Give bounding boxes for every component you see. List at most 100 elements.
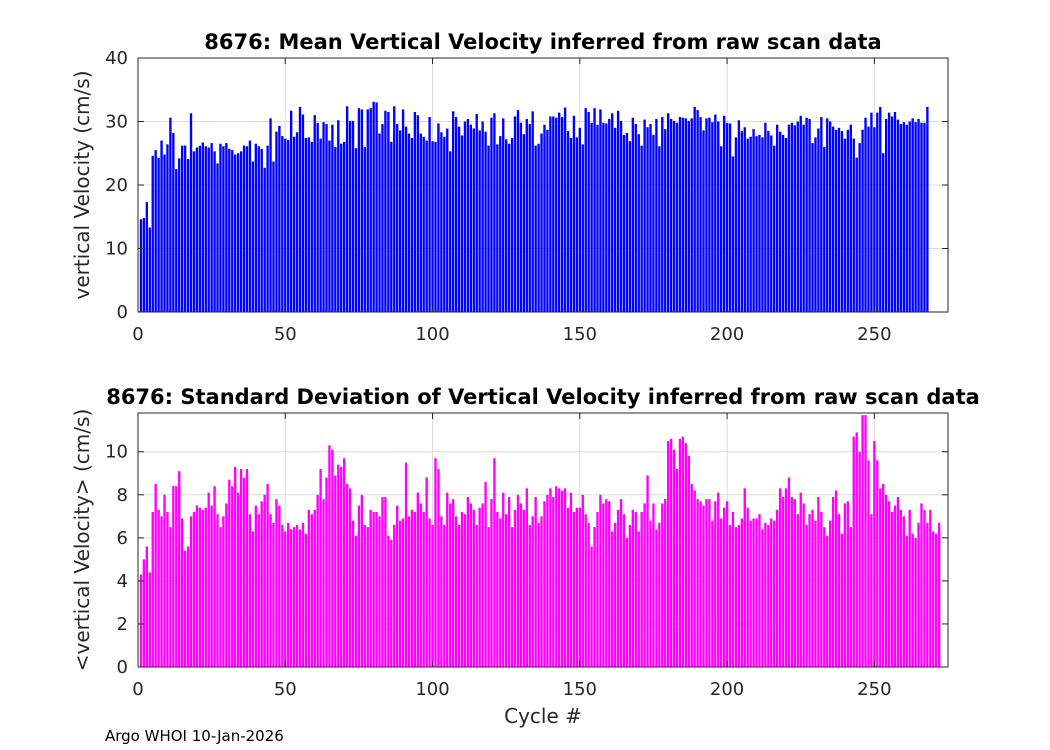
y-tick-label: 4	[117, 571, 128, 592]
x-tick-label: 150	[563, 324, 597, 345]
bar	[378, 133, 381, 312]
bar	[502, 492, 505, 667]
bar	[731, 512, 735, 667]
bar	[278, 125, 281, 312]
bar	[425, 477, 428, 667]
bar	[351, 520, 355, 667]
bar	[440, 516, 443, 667]
bar	[811, 143, 814, 312]
bar	[490, 117, 493, 312]
bar	[811, 509, 814, 667]
bar	[826, 535, 829, 667]
bar	[269, 514, 272, 667]
bar	[363, 146, 366, 312]
bar	[151, 512, 154, 667]
bar	[773, 520, 776, 667]
bar	[758, 134, 761, 312]
bar	[584, 514, 587, 667]
bar	[837, 514, 841, 667]
bar	[572, 115, 576, 312]
bar	[307, 137, 311, 313]
bar	[166, 144, 169, 312]
bar	[823, 146, 826, 312]
bar	[225, 143, 228, 312]
bar	[790, 122, 794, 313]
bar	[534, 145, 537, 312]
bar	[475, 113, 478, 312]
bar	[219, 143, 222, 312]
bar	[357, 505, 361, 667]
bar	[681, 117, 685, 312]
bar	[198, 145, 202, 312]
bar	[295, 132, 299, 312]
bar	[519, 122, 523, 313]
bar	[560, 117, 564, 312]
bar	[481, 121, 484, 312]
y-axis-label: vertical Velocity (cm/s)	[70, 71, 94, 300]
bar	[239, 151, 243, 312]
bar	[717, 121, 720, 312]
bar	[213, 151, 216, 312]
bar	[690, 118, 693, 312]
bar	[876, 460, 879, 667]
bar	[437, 123, 440, 312]
bar	[528, 524, 531, 667]
bar	[796, 121, 799, 312]
bar	[911, 118, 914, 312]
bar	[487, 527, 490, 667]
bar	[628, 141, 632, 312]
bar	[360, 494, 364, 667]
bar	[454, 516, 458, 667]
bar	[852, 436, 855, 667]
bar	[178, 158, 181, 312]
bar	[416, 492, 419, 667]
bar	[787, 477, 791, 667]
bar	[929, 509, 932, 667]
bar	[440, 132, 443, 312]
bar	[896, 496, 900, 667]
bar	[248, 514, 252, 667]
bar	[625, 132, 629, 312]
bar	[914, 122, 917, 312]
bar	[622, 514, 626, 667]
bar	[593, 527, 596, 667]
bar	[831, 126, 835, 312]
bar	[178, 471, 181, 667]
bar	[784, 138, 788, 312]
bar	[781, 496, 785, 667]
bar	[879, 106, 882, 313]
bar	[926, 106, 929, 313]
bar	[322, 499, 325, 667]
bar	[908, 509, 911, 667]
bar	[634, 512, 637, 667]
bar	[301, 114, 305, 312]
bar	[319, 138, 322, 312]
bar	[275, 499, 278, 667]
bar	[669, 438, 673, 667]
bar	[628, 524, 632, 667]
bar	[616, 509, 620, 667]
bar	[820, 117, 823, 312]
bar	[702, 130, 705, 312]
bar	[558, 112, 561, 312]
bar	[369, 509, 372, 667]
bar	[914, 537, 917, 667]
bar	[661, 503, 664, 667]
bar	[711, 122, 714, 312]
bar	[805, 524, 808, 667]
bar	[413, 111, 417, 312]
bar	[289, 110, 293, 313]
bar	[596, 124, 599, 312]
bar	[770, 135, 773, 312]
axes-frame	[137, 412, 949, 668]
bar	[599, 494, 602, 667]
bar	[354, 148, 358, 312]
bar	[522, 509, 526, 667]
bar	[210, 505, 213, 667]
bar	[507, 496, 511, 667]
bar	[457, 524, 461, 667]
bar	[540, 516, 543, 667]
bar	[879, 488, 882, 667]
bar	[590, 546, 593, 667]
y-tick-label: 0	[117, 657, 128, 678]
